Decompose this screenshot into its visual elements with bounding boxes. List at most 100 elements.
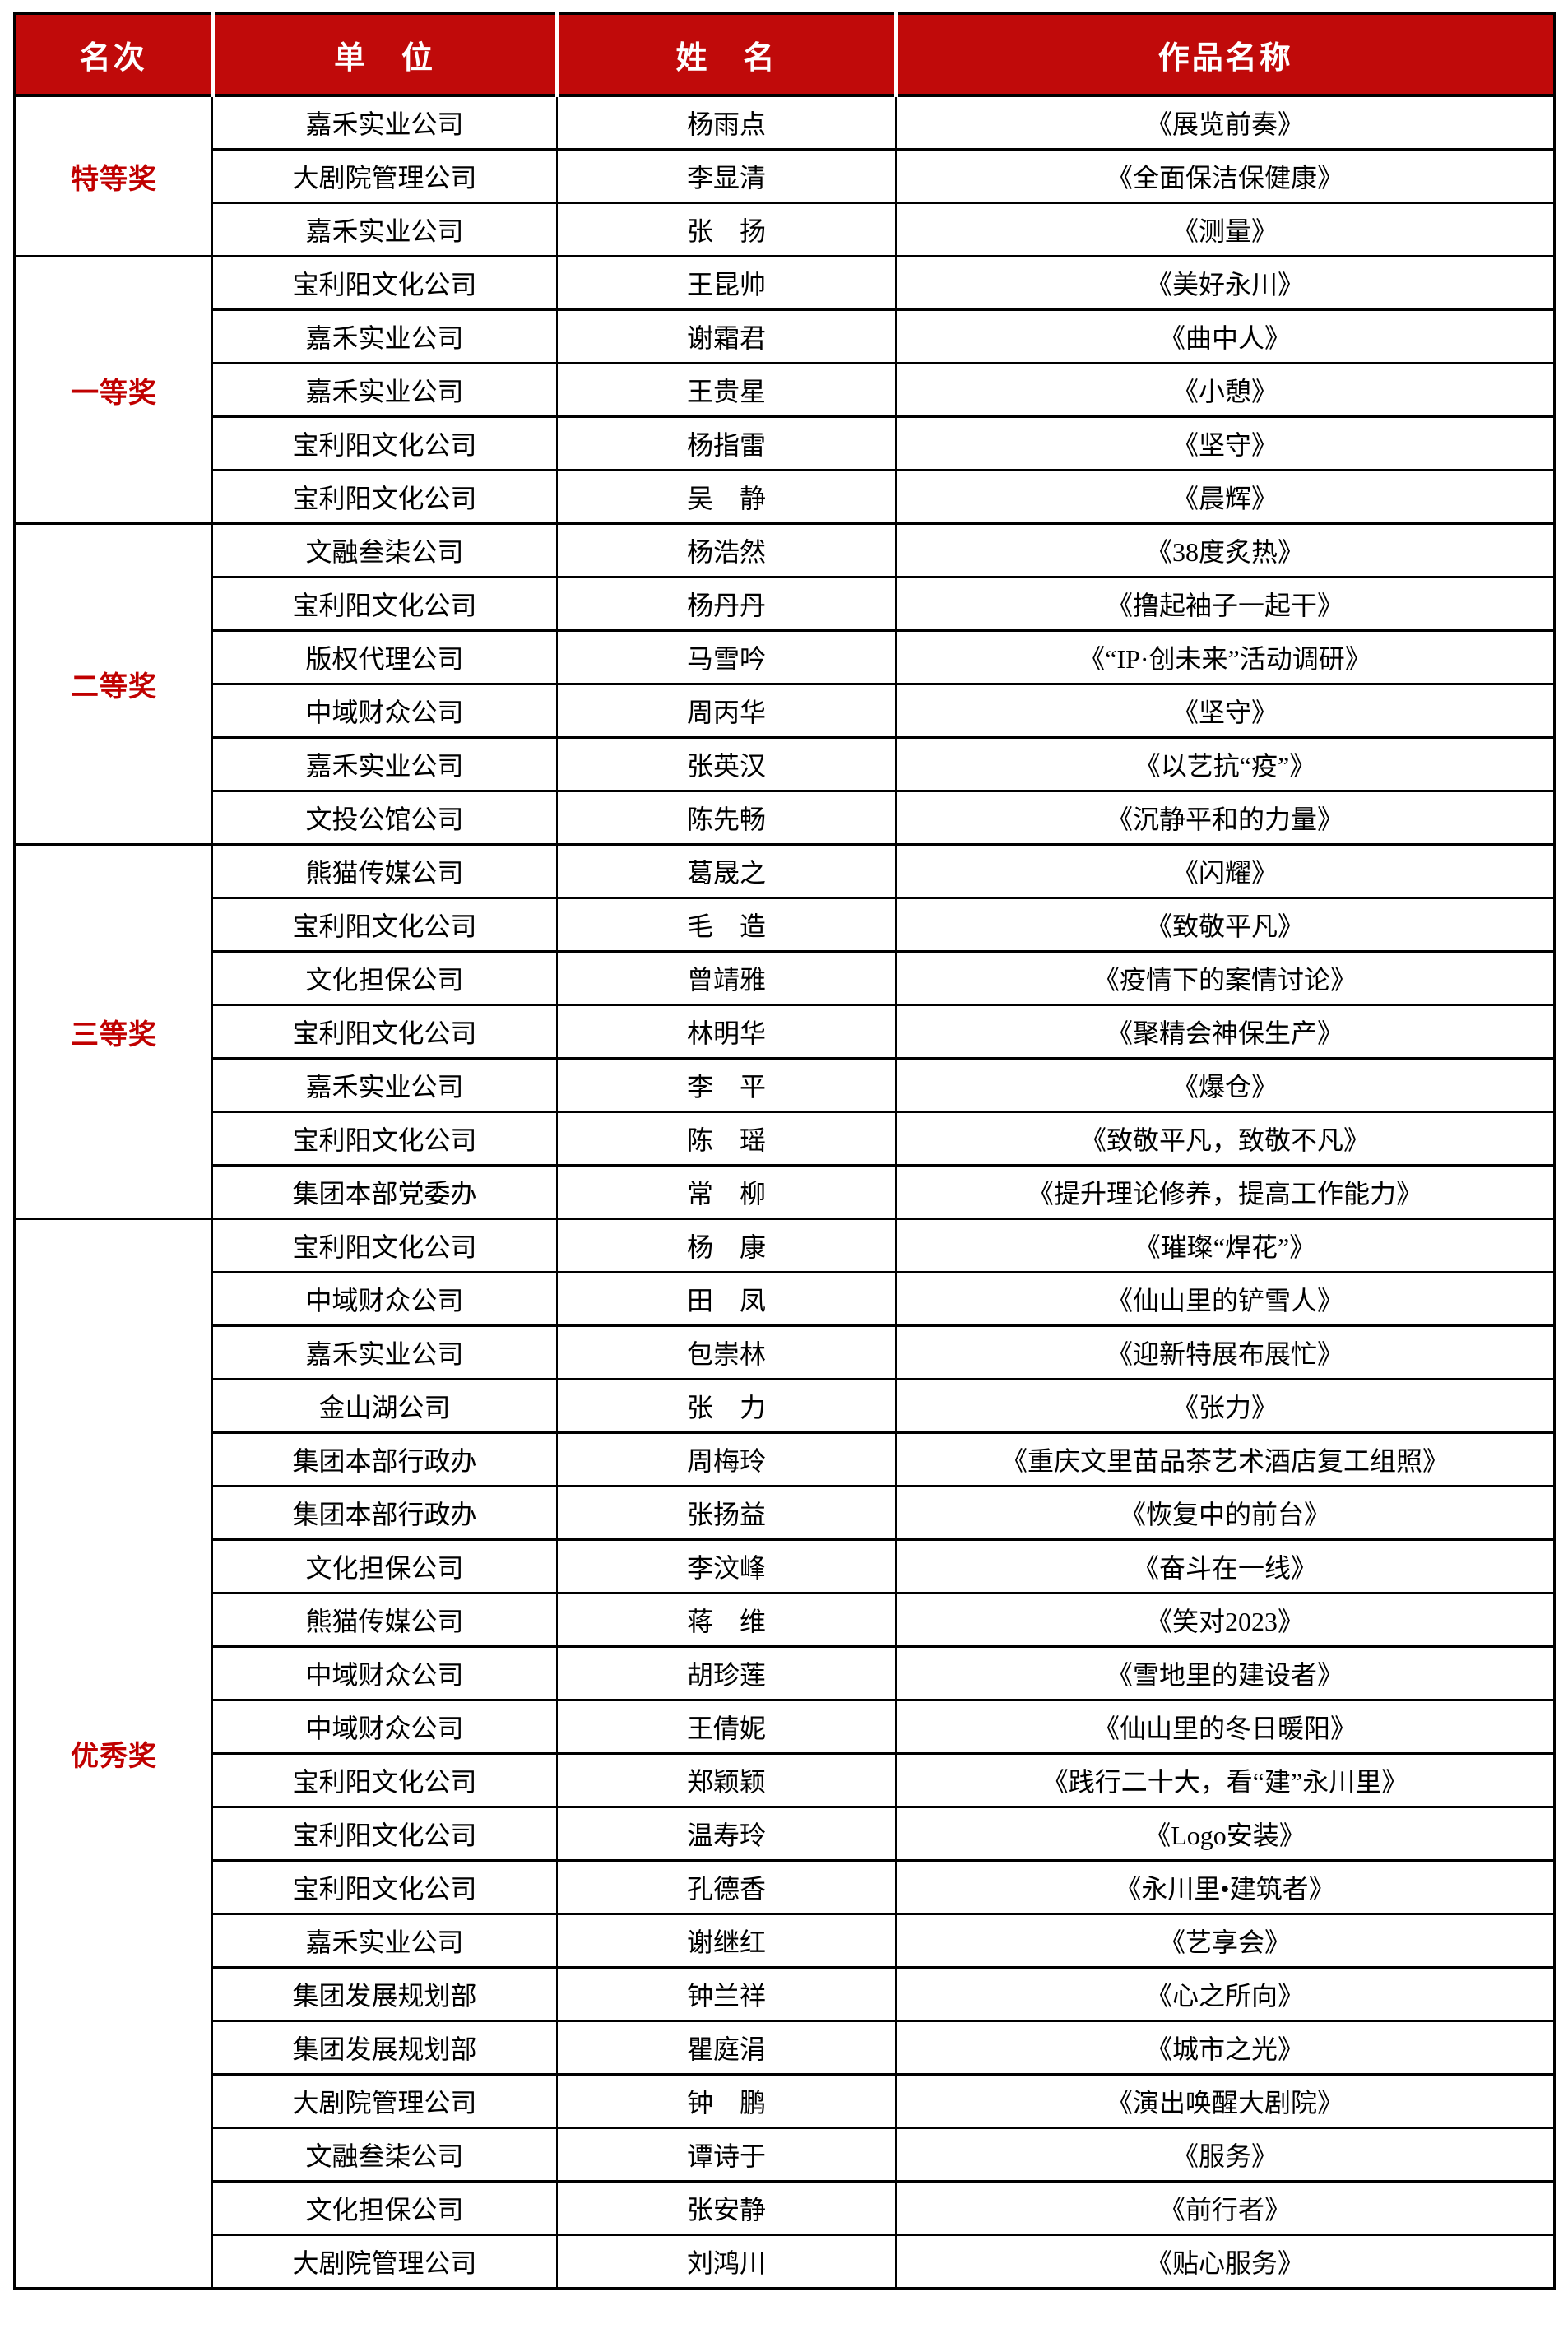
work-cell: 《仙山里的冬日暖阳》 (895, 1699, 1556, 1755)
work-cell: 《服务》 (895, 2127, 1556, 2183)
table-row: 文化担保公司 张安静 《前行者》 (15, 2180, 1556, 2236)
rank-cell: 二等奖 (14, 522, 213, 846)
name-cell: 张 扬 (556, 202, 897, 257)
table-row: 集团发展规划部 瞿庭涓 《城市之光》 (15, 2020, 1556, 2076)
table-row: 集团发展规划部 钟兰祥 《心之所向》 (15, 1966, 1556, 2022)
table-row: 文化担保公司 曾靖雅 《疫情下的案情讨论》 (15, 950, 1556, 1006)
name-cell: 张安静 (556, 2180, 897, 2236)
table-row: 优秀奖 宝利阳文化公司杨 康《璀璨“焊花”》 (14, 1218, 1556, 2290)
header-unit: 单 位 (210, 13, 557, 97)
table-row: 嘉禾实业公司 张英汉 《以艺抗“疫”》 (15, 736, 1556, 792)
unit-cell: 中域财众公司 (211, 1699, 558, 1755)
name-cell: 张扬益 (556, 1485, 897, 1541)
name-cell: 胡珍莲 (556, 1645, 897, 1701)
work-cell: 《践行二十大，看“建”永川里》 (895, 1752, 1556, 1808)
name-cell: 王昆帅 (556, 255, 897, 311)
work-cell: 《雪地里的建设者》 (895, 1645, 1556, 1701)
name-cell: 林明华 (556, 1004, 897, 1060)
work-cell: 《致敬平凡，致敬不凡》 (895, 1111, 1556, 1167)
table-row: 嘉禾实业公司 包崇林 《迎新特展布展忙》 (15, 1324, 1556, 1380)
name-cell: 王贵星 (556, 362, 897, 418)
table-row: 大剧院管理公司 刘鸿川 《贴心服务》 (15, 2234, 1556, 2290)
table-row: 宝利阳文化公司陈 瑶《致敬平凡，致敬不凡》 (15, 1111, 1556, 1167)
unit-cell: 宝利阳文化公司 (211, 255, 558, 311)
name-cell: 张 力 (556, 1378, 897, 1434)
work-cell: 《坚守》 (895, 683, 1556, 739)
work-cell: 《永川里•建筑者》 (895, 1859, 1556, 1915)
unit-cell: 宝利阳文化公司 (211, 415, 558, 471)
name-cell: 孔德香 (556, 1859, 897, 1915)
unit-cell: 熊猫传媒公司 (211, 1592, 558, 1648)
unit-cell: 嘉禾实业公司 (211, 1057, 558, 1113)
name-cell: 曾靖雅 (556, 950, 897, 1006)
name-cell: 杨浩然 (556, 522, 897, 578)
name-cell: 田 凤 (556, 1271, 897, 1327)
name-cell: 张英汉 (556, 736, 897, 792)
work-cell: 《仙山里的铲雪人》 (895, 1271, 1556, 1327)
rank-cell: 三等奖 (14, 843, 213, 1220)
unit-cell: 宝利阳文化公司 (211, 1859, 558, 1915)
header-row: 名次 单 位 姓 名 作品名称 (15, 13, 1555, 97)
table-row: 宝利阳文化公司 杨丹丹 《撸起袖子一起干》 (15, 576, 1556, 632)
unit-cell: 文化担保公司 (211, 2180, 558, 2236)
unit-cell: 中域财众公司 (211, 1645, 558, 1701)
name-cell: 陈先畅 (556, 790, 897, 846)
unit-cell: 金山湖公司 (211, 1378, 558, 1434)
unit-cell: 嘉禾实业公司 (211, 1324, 558, 1380)
unit-cell: 集团本部行政办 (211, 1485, 558, 1541)
work-cell: 《小憩》 (895, 362, 1556, 418)
name-cell: 李显清 (556, 148, 897, 204)
name-cell: 李汶峰 (556, 1538, 897, 1594)
table-row: 一等奖 宝利阳文化公司 王昆帅 《美好永川》 (14, 255, 1556, 525)
name-cell: 郑颖颖 (556, 1752, 897, 1808)
name-cell: 谢霜君 (556, 308, 897, 364)
unit-cell: 嘉禾实业公司 (211, 308, 558, 364)
table-row: 嘉禾实业公司 王贵星 《小憩》 (15, 362, 1556, 418)
work-cell: 《全面保洁保健康》 (895, 148, 1556, 204)
unit-cell: 宝利阳文化公司 (211, 1111, 558, 1167)
unit-cell: 大剧院管理公司 (211, 148, 558, 204)
work-cell: 《城市之光》 (895, 2020, 1556, 2076)
table-row: 集团本部党委办常 柳《提升理论修养，提高工作能力》 (15, 1164, 1556, 1220)
name-cell: 陈 瑶 (556, 1111, 897, 1167)
name-cell: 周丙华 (556, 683, 897, 739)
name-cell: 钟兰祥 (556, 1966, 897, 2022)
work-cell: 《聚精会神保生产》 (895, 1004, 1556, 1060)
unit-cell: 中域财众公司 (211, 683, 558, 739)
work-cell: 《前行者》 (895, 2180, 1556, 2236)
work-cell: 《笑对2023》 (895, 1592, 1556, 1648)
unit-cell: 文融叁柒公司 (211, 522, 558, 578)
table-row: 宝利阳文化公司 林明华 《聚精会神保生产》 (15, 1004, 1556, 1060)
unit-cell: 中域财众公司 (211, 1271, 558, 1327)
unit-cell: 嘉禾实业公司 (211, 362, 558, 418)
name-cell: 钟 鹏 (556, 2073, 897, 2129)
unit-cell: 熊猫传媒公司 (211, 843, 558, 899)
unit-cell: 宝利阳文化公司 (211, 469, 558, 525)
table-row: 宝利阳文化公司吴 静《晨辉》 (15, 469, 1556, 525)
unit-cell: 集团本部党委办 (211, 1164, 558, 1220)
unit-cell: 集团本部行政办 (211, 1431, 558, 1487)
work-cell: 《演出唤醒大剧院》 (895, 2073, 1556, 2129)
work-cell: 《曲中人》 (895, 308, 1556, 364)
work-cell: 《闪耀》 (895, 843, 1556, 899)
unit-cell: 嘉禾实业公司 (211, 736, 558, 792)
unit-cell: 文化担保公司 (211, 1538, 558, 1594)
table-row: 三等奖 熊猫传媒公司 葛晟之 《闪耀》 (14, 843, 1556, 1220)
name-cell: 谢继红 (556, 1913, 897, 1969)
work-cell: 《张力》 (895, 1378, 1556, 1434)
name-cell: 杨 康 (556, 1218, 897, 1273)
table-row: 金山湖公司张 力《张力》 (15, 1378, 1556, 1434)
work-cell: 《坚守》 (895, 415, 1556, 471)
table-row: 大剧院管理公司钟 鹏《演出唤醒大剧院》 (15, 2073, 1556, 2129)
unit-cell: 嘉禾实业公司 (211, 202, 558, 257)
table-row: 嘉禾实业公司 谢霜君 《曲中人》 (15, 308, 1556, 364)
name-cell: 瞿庭涓 (556, 2020, 897, 2076)
work-cell: 《测量》 (895, 202, 1556, 257)
unit-cell: 集团发展规划部 (211, 2020, 558, 2076)
unit-cell: 集团发展规划部 (211, 1966, 558, 2022)
rank-cell: 特等奖 (14, 94, 213, 257)
name-cell: 谭诗于 (556, 2127, 897, 2183)
work-cell: 《提升理论修养，提高工作能力》 (895, 1164, 1556, 1220)
table-row: 宝利阳文化公司 孔德香 《永川里•建筑者》 (15, 1859, 1556, 1915)
